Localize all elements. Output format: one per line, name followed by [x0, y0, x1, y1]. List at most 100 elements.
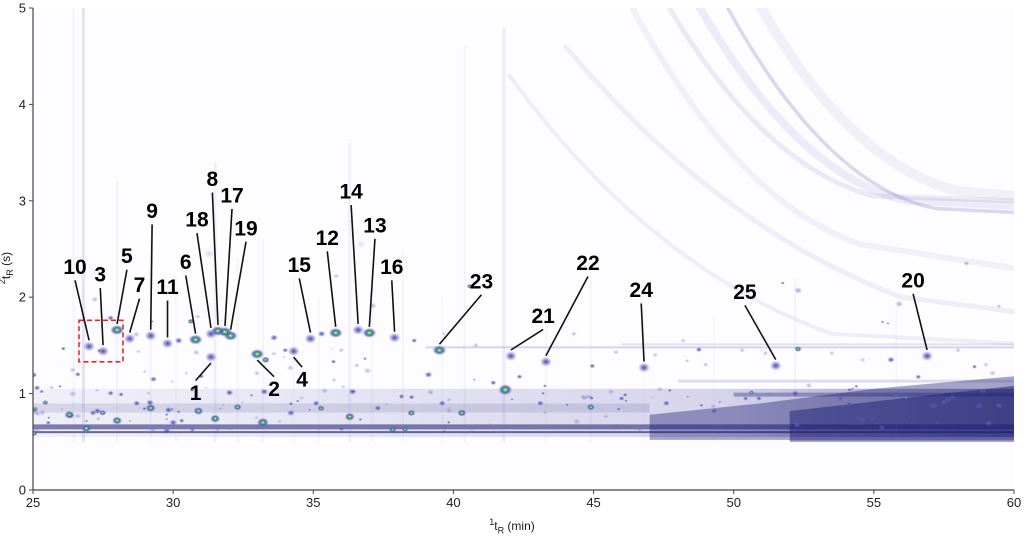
noise-dot	[338, 426, 345, 432]
noise-dot	[192, 349, 200, 356]
noise-dot	[446, 420, 451, 424]
noise-dot	[695, 346, 703, 353]
noise-dot	[929, 402, 937, 409]
chromatogram-blob	[261, 356, 270, 364]
noise-dot	[286, 365, 294, 371]
vertical-streak	[174, 277, 177, 442]
chromatogram-blob	[81, 424, 92, 433]
noise-dot	[589, 363, 596, 369]
noise-dot	[165, 407, 170, 411]
noise-dot	[136, 349, 141, 354]
vertical-streak	[544, 306, 547, 442]
peak-leader-line-8	[211, 192, 219, 325]
peak-spot-13	[362, 327, 377, 338]
chromatogram-blob	[338, 347, 345, 353]
noise-dot	[69, 367, 77, 373]
noise-dot	[516, 374, 523, 380]
right-dark-band	[789, 385, 1014, 442]
noise-dot	[935, 421, 939, 425]
vertical-streak	[348, 142, 352, 442]
noise-dot	[107, 390, 114, 396]
y-tick-label: 1	[19, 386, 26, 401]
noise-dot	[869, 417, 875, 422]
noise-dot	[898, 388, 903, 392]
noise-dot	[742, 396, 749, 401]
chromatogram-blob	[286, 409, 295, 417]
bleed-curve	[755, 8, 1014, 201]
peak-spot-22	[539, 356, 552, 367]
peak-spot-18	[204, 328, 217, 339]
noise-dot	[118, 392, 124, 397]
upper-spot	[739, 347, 746, 353]
peak-spot-24	[638, 362, 651, 373]
x-tick-label: 55	[867, 495, 881, 510]
chromatogram-blob	[837, 396, 844, 401]
noise-dot	[33, 385, 41, 391]
x-tick-label: 35	[306, 495, 320, 510]
vertical-streak	[261, 239, 264, 442]
peak-leader-line-9	[149, 224, 153, 330]
chromatogram-blob	[374, 405, 382, 411]
upper-spot	[702, 362, 709, 368]
noise-dot	[850, 387, 855, 390]
noise-dot	[358, 417, 363, 421]
y-axis-subscript: R	[5, 269, 16, 276]
peak-label-16: 16	[380, 256, 403, 279]
chromatogram-blob	[498, 384, 513, 396]
noise-dot	[466, 283, 473, 289]
noise-dot	[288, 401, 294, 406]
x-tick-label: 50	[726, 495, 740, 510]
vertical-streak	[895, 306, 898, 442]
bleed-curve	[666, 8, 1014, 204]
noise-dot	[565, 403, 569, 407]
y-tick-label: 3	[19, 193, 26, 208]
noise-dot	[253, 370, 261, 376]
noise-dot	[39, 389, 44, 394]
upper-spot	[859, 357, 866, 363]
noise-dot	[189, 387, 195, 392]
x-axis-title: 1tR (min)	[489, 517, 535, 535]
x-tick-label: 30	[166, 495, 180, 510]
noise-dot	[308, 408, 312, 412]
upper-spot	[895, 300, 904, 308]
upper-spot	[570, 331, 577, 337]
chromatogram-blob	[233, 403, 242, 411]
peak-leader-line-21	[510, 328, 544, 351]
noise-dot	[221, 403, 226, 407]
peak-spot-5	[110, 324, 125, 335]
peak-label-23: 23	[470, 270, 493, 293]
noise-dot	[218, 407, 223, 411]
noise-dot	[68, 390, 77, 397]
upper-spot	[680, 338, 687, 344]
noise-dot	[317, 405, 325, 412]
noise-dot	[254, 416, 259, 420]
chromatogram-blob	[210, 414, 221, 423]
noise-dot	[805, 382, 813, 389]
chromatogram-blob	[112, 416, 123, 425]
noise-dot	[38, 409, 47, 416]
chromatogram-blob	[411, 338, 418, 343]
noise-dot	[442, 429, 447, 433]
noise-dot	[572, 418, 581, 425]
bleed-curve	[695, 8, 1014, 210]
peak-spot-2	[250, 349, 265, 360]
peak-leader-line-3	[99, 287, 104, 346]
peak-leader-line-4	[293, 356, 303, 368]
noise-dot	[142, 369, 147, 374]
peak-label-2: 2	[268, 378, 280, 401]
peak-label-10: 10	[63, 256, 86, 279]
noise-dot	[859, 417, 866, 422]
noise-dot	[271, 351, 277, 356]
peak-leader-line-1	[194, 362, 212, 382]
peak-spot-11	[161, 338, 174, 349]
y-axis-title: 2tR (s)	[0, 236, 15, 300]
noise-dot	[60, 346, 66, 351]
noise-dot	[91, 296, 99, 303]
peak-leader-line-7	[128, 298, 141, 333]
noise-dot	[845, 401, 853, 407]
noise-dot	[579, 394, 587, 400]
vertical-streak	[441, 297, 444, 442]
